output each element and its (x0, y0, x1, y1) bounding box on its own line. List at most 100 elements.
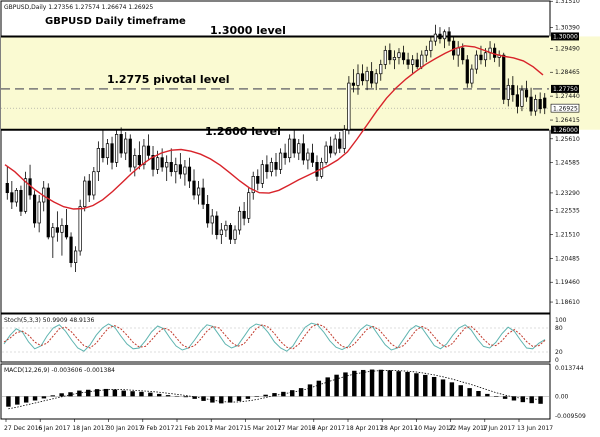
candle-body-29 (137, 155, 141, 166)
candle-body-13 (64, 224, 69, 238)
macd-bar-43 (387, 370, 393, 397)
candle-body-46 (215, 215, 219, 236)
candle-body-65 (301, 143, 305, 161)
chart-title: GBPUSD Daily timeframe (45, 16, 186, 27)
moving-average (4, 45, 544, 210)
candle-body-78 (360, 73, 365, 82)
candle-body-73 (338, 138, 342, 149)
candle-body-16 (78, 206, 82, 252)
level-price-tags: 1.30000 1.27750 1.26000 1.26925 (550, 32, 580, 134)
candle-body-40 (187, 166, 192, 182)
candle-body-52 (242, 210, 246, 219)
candle-body-3 (19, 189, 23, 212)
macd-bar-2 (23, 396, 29, 403)
stoch-tick-label-1: 80 (555, 325, 563, 332)
date-tick-label-14: 1 Jun 2017 (483, 425, 515, 432)
candle-body-107 (493, 47, 497, 58)
candle-body-41 (192, 180, 196, 196)
date-tick-label-7: 15 Mar 2017 (243, 425, 281, 432)
price-tick-label-1: 1.30390 (555, 24, 580, 31)
date-tick-label-9: 6 Apr 2017 (312, 425, 345, 432)
candle-body-39 (183, 166, 187, 175)
candle-body-48 (224, 224, 228, 231)
candle-body-86 (397, 52, 401, 58)
candle-body-31 (146, 145, 151, 156)
macd-indicator (2, 369, 549, 410)
date-tick-label-5: 21 Feb 2017 (175, 425, 213, 432)
macd-bar-46 (414, 373, 419, 397)
candle-body-60 (278, 152, 283, 170)
candle-body-15 (73, 250, 78, 263)
macd-bar-13 (121, 390, 126, 397)
macd-bar-60 (538, 396, 543, 404)
stoch-tick-label-0: 100 (555, 317, 567, 324)
macd-bar-1 (15, 396, 20, 405)
symbol-info: GBPUSD,Daily 1.27356 1.27574 1.26674 1.2… (4, 4, 153, 11)
price-tick-label-13: 1.18610 (555, 299, 580, 306)
annotation-level-2: 1.2775 pivotal level (107, 73, 230, 86)
macd-bar-29 (263, 394, 268, 397)
candle-body-117 (538, 99, 542, 110)
candle-body-68 (315, 162, 319, 177)
date-tick-label-0: 27 Dec 2016 (4, 425, 43, 432)
candle-body-82 (379, 64, 383, 75)
macd-bar-40 (360, 369, 366, 397)
macd-bar-32 (290, 390, 295, 397)
macd-bar-34 (307, 384, 313, 397)
candle-body-30 (142, 145, 146, 166)
candle-body-104 (479, 54, 483, 61)
candle-body-44 (206, 203, 210, 224)
candle-body-100 (461, 47, 465, 61)
candle-body-102 (470, 68, 474, 84)
price-tick-label-11: 1.20485 (555, 255, 580, 262)
candle-body-19 (92, 171, 96, 196)
candle-body-99 (456, 47, 460, 56)
date-tick-label-11: 28 Apr 2017 (380, 425, 417, 432)
candle-body-115 (529, 96, 533, 112)
macd-bar-35 (316, 380, 322, 397)
macd-bar-58 (520, 396, 526, 403)
macd-bar-5 (50, 395, 55, 397)
macd-bar-10 (94, 389, 100, 397)
candle-body-22 (105, 143, 110, 159)
macd-axis: 0.013744 0.00 -0.009509 (555, 365, 586, 420)
macd-bar-15 (139, 391, 144, 397)
stoch-label: Stoch(5,3,3) 50.9909 48.9136 (4, 317, 95, 324)
macd-bar-55 (494, 396, 499, 397)
macd-bar-6 (59, 393, 64, 397)
macd-bar-50 (449, 382, 455, 397)
candle-body-58 (269, 162, 274, 173)
candle-body-51 (237, 210, 242, 231)
macd-bar-22 (201, 396, 206, 401)
horizontal-levels (1, 35, 549, 131)
price-tick-label-9: 1.22535 (555, 208, 580, 215)
candle-body-79 (365, 71, 369, 82)
candle-body-7 (37, 201, 41, 224)
candle-body-83 (383, 50, 387, 65)
date-tick-label-8: 27 Mar 2017 (278, 425, 316, 432)
date-tick-label-2: 18 Jan 2017 (72, 425, 108, 432)
candle-body-74 (342, 129, 346, 149)
macd-bar-44 (396, 371, 401, 397)
macd-bar-42 (378, 369, 384, 397)
candle-body-105 (483, 52, 488, 61)
stoch-panel-frame (0, 313, 551, 363)
macd-bar-3 (32, 396, 38, 401)
macd-bar-24 (219, 396, 224, 404)
candle-body-89 (411, 59, 415, 65)
date-tick-label-1: 6 Jan 2017 (38, 425, 70, 432)
candle-body-26 (124, 138, 128, 154)
candle-body-43 (201, 187, 205, 205)
macd-bar-12 (112, 389, 118, 397)
candle-body-33 (155, 157, 160, 170)
candle-body-57 (265, 164, 269, 173)
price-tick-label-0: 1.31510 (555, 0, 580, 5)
candle-body-103 (474, 54, 479, 70)
candle-body-12 (60, 224, 64, 233)
candle-body-95 (438, 33, 442, 40)
candle-body-21 (101, 148, 105, 159)
macd-bar-33 (298, 388, 304, 397)
price-tick-label-3: 1.28465 (555, 69, 580, 76)
macd-bar-56 (502, 396, 508, 399)
